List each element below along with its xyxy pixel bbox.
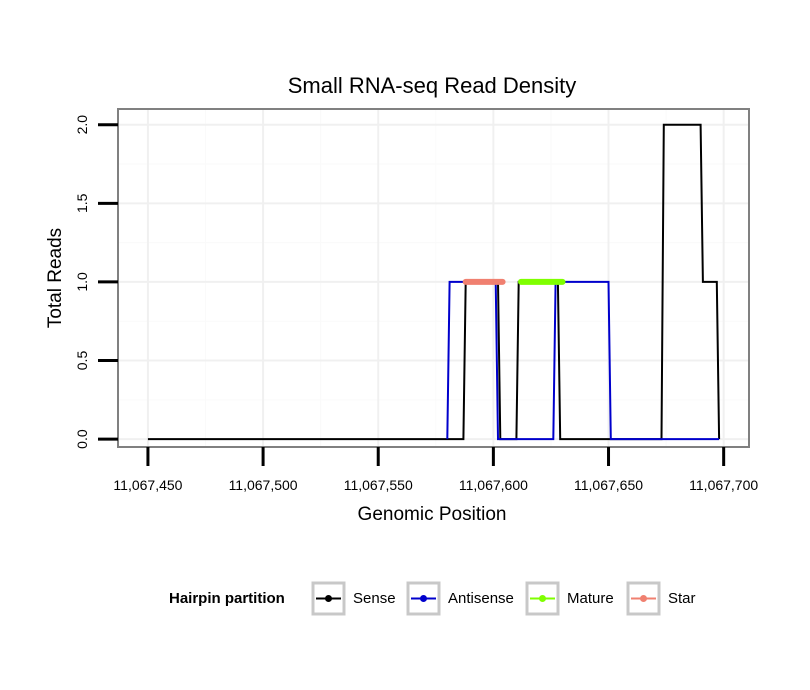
legend-key-point [640,595,647,602]
legend-item-star: Star [626,581,696,616]
x-tick-label: 11,067,550 [344,477,413,493]
legend-title: Hairpin partition [169,590,285,607]
legend-item-sense: Sense [311,581,396,616]
x-tick-label: 11,067,650 [574,477,643,493]
legend-item-mature: Mature [525,581,614,616]
grid-lines [118,109,749,447]
plot-background [118,109,749,447]
legend-key-point [539,595,546,602]
x-axis: 11,067,450 11,067,500 11,067,550 11,067,600… [113,447,758,493]
x-tick-label: 11,067,700 [689,477,758,493]
x-axis-title: Genomic Position [358,504,507,525]
legend-label: Mature [567,590,614,607]
y-axis-title: Total Reads [45,228,66,328]
plot-panel [117,108,750,448]
x-tick-label: 11,067,450 [113,477,182,493]
legend-key-point [420,595,427,602]
legend-label: Antisense [448,590,514,607]
legend-key-point [325,595,332,602]
y-tick-label: 1.5 [74,193,90,213]
legend-items: Sense Antisense Mature Star [311,581,696,616]
legend-item-antisense: Antisense [406,581,514,616]
legend-label: Star [668,590,696,607]
x-tick-label: 11,067,600 [459,477,528,493]
legend-label: Sense [353,590,396,607]
legend: Hairpin partition Sense Antisense Mature St… [169,581,696,616]
series-lines [147,123,721,441]
x-tick-label: 11,067,500 [229,477,298,493]
plot-border [117,108,750,448]
y-tick-label: 2.0 [74,115,90,135]
y-tick-label: 1.0 [74,272,90,292]
y-tick-label: 0.5 [74,351,90,371]
chart-title: Small RNA-seq Read Density [288,73,577,98]
y-tick-label: 0.0 [74,429,90,449]
y-axis: 0.0 0.5 1.0 1.5 2.0 [74,115,118,449]
